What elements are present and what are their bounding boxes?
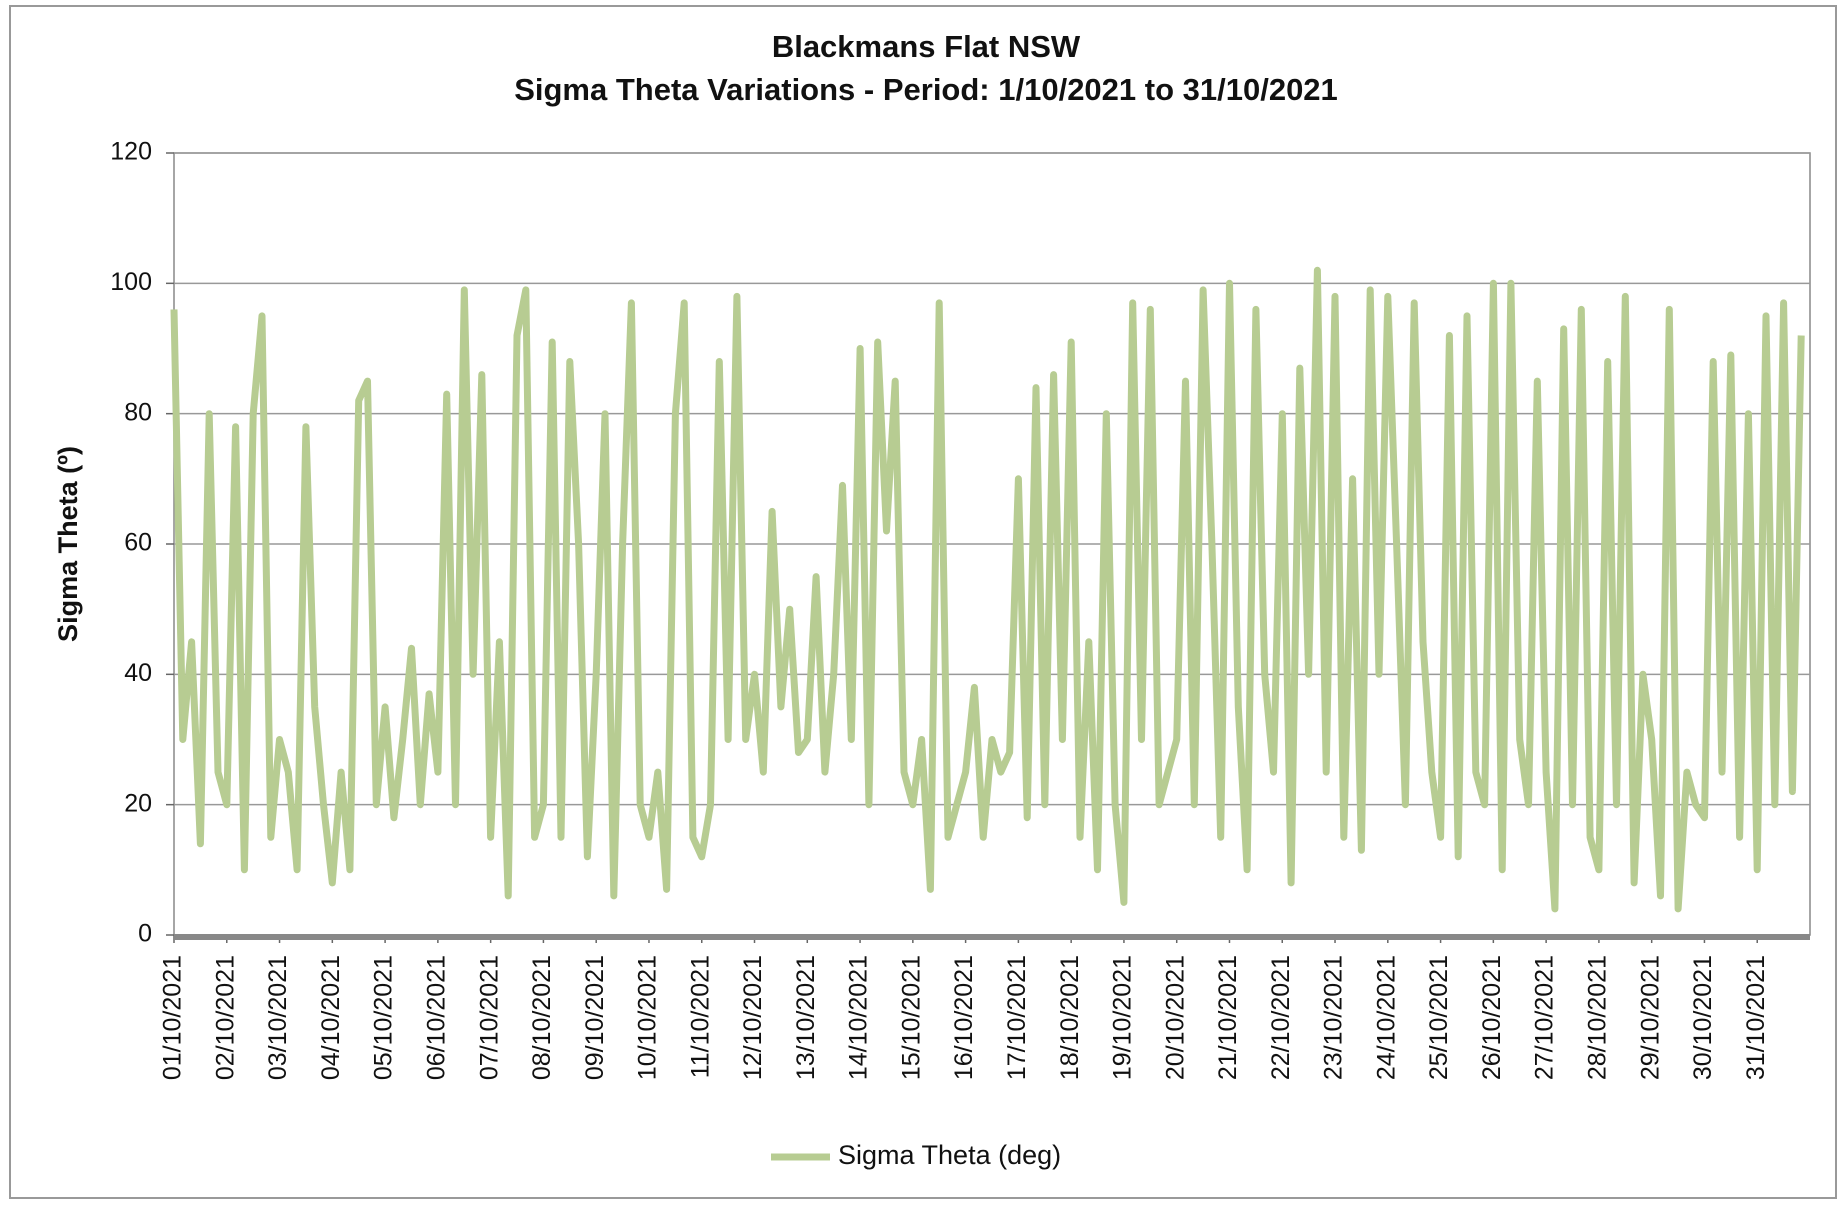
x-tick-label: 05/10/2021: [370, 955, 398, 1080]
x-tick-label: 25/10/2021: [1425, 955, 1453, 1080]
x-tick-label: 04/10/2021: [317, 955, 345, 1080]
y-tick-label: 60: [124, 529, 152, 557]
x-tick-label: 30/10/2021: [1689, 955, 1717, 1080]
x-tick-label: 23/10/2021: [1320, 955, 1348, 1080]
x-tick-label: 14/10/2021: [845, 955, 873, 1080]
x-tick-label: 06/10/2021: [422, 955, 450, 1080]
x-tick-label: 31/10/2021: [1742, 955, 1770, 1080]
y-tick-label: 20: [124, 789, 152, 817]
x-tick-label: 09/10/2021: [581, 955, 609, 1080]
x-tick-label: 26/10/2021: [1478, 955, 1506, 1080]
x-tick-label: 22/10/2021: [1267, 955, 1295, 1080]
x-tick-label: 20/10/2021: [1161, 955, 1189, 1080]
legend-label: Sigma Theta (deg): [838, 1140, 1061, 1170]
y-axis-label: Sigma Theta (º): [53, 446, 83, 642]
x-tick-label: 16/10/2021: [950, 955, 978, 1080]
x-tick-label: 01/10/2021: [159, 955, 187, 1080]
chart-title: Blackmans Flat NSW: [772, 29, 1081, 64]
x-tick-label: 18/10/2021: [1056, 955, 1084, 1080]
x-tick-label: 08/10/2021: [528, 955, 556, 1080]
chart-subtitle: Sigma Theta Variations - Period: 1/10/20…: [514, 72, 1338, 107]
x-tick-label: 19/10/2021: [1109, 955, 1137, 1080]
y-tick-label: 40: [124, 659, 152, 687]
x-tick-label: 28/10/2021: [1584, 955, 1612, 1080]
x-tick-label: 12/10/2021: [739, 955, 767, 1080]
y-tick-label: 0: [138, 920, 152, 948]
data-line: [170, 266, 1805, 913]
y-tick-label: 120: [110, 138, 152, 166]
y-tick-label: 100: [110, 268, 152, 296]
x-tick-label: 07/10/2021: [475, 955, 503, 1080]
x-tick-label: 27/10/2021: [1531, 955, 1559, 1080]
x-tick-label: 29/10/2021: [1636, 955, 1664, 1080]
x-tick-label: 21/10/2021: [1214, 955, 1242, 1080]
x-tick-label: 15/10/2021: [897, 955, 925, 1080]
x-tick-label: 17/10/2021: [1003, 955, 1031, 1080]
x-tick-label: 10/10/2021: [634, 955, 662, 1080]
x-tick-label: 03/10/2021: [264, 955, 292, 1080]
x-tick-label: 24/10/2021: [1372, 955, 1400, 1080]
x-tick-label: 11/10/2021: [686, 955, 714, 1078]
y-tick-label: 80: [124, 398, 152, 426]
x-tick-label: 02/10/2021: [211, 955, 239, 1080]
x-tick-label: 13/10/2021: [792, 955, 820, 1080]
